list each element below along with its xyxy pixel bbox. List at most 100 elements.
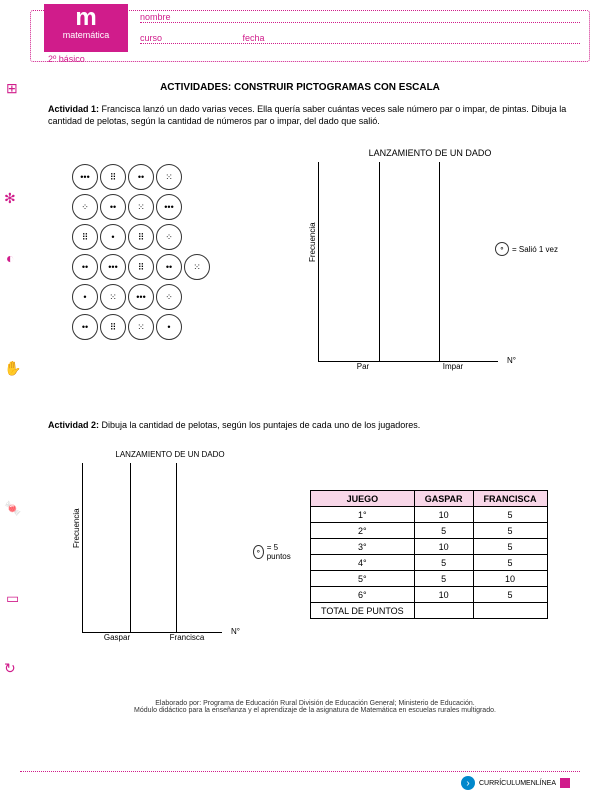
- doodle-icon: ✋: [4, 360, 21, 377]
- table-cell: 5: [473, 507, 547, 523]
- footer-divider: [20, 771, 580, 772]
- chart-2-title: LANZAMIENTO DE UN DADO: [60, 450, 280, 459]
- die-icon: ⁙: [128, 314, 154, 340]
- chart-1-title: LANZAMIENTO DE UN DADO: [300, 148, 560, 158]
- table-row: 5°510: [311, 571, 548, 587]
- die-icon: ⁙: [128, 194, 154, 220]
- die-icon: ⁘: [156, 284, 182, 310]
- pink-square-icon: [560, 778, 570, 788]
- die-icon: •••: [128, 284, 154, 310]
- die-icon: ⠿: [72, 224, 98, 250]
- die-icon: ••: [72, 254, 98, 280]
- table-cell: 4°: [311, 555, 415, 571]
- brand-letter: m: [44, 4, 128, 30]
- table-cell: 5°: [311, 571, 415, 587]
- die-icon: ••: [128, 164, 154, 190]
- activity-1: Actividad 1: Francisca lanzó un dado var…: [48, 104, 570, 127]
- table-total-row: TOTAL DE PUNTOS: [311, 603, 548, 619]
- table-cell: 10: [473, 571, 547, 587]
- doodle-icon: 🍬: [4, 500, 21, 517]
- chart-1-axes: Frecuencia ⚬ = Salió 1 vez N°: [318, 162, 498, 362]
- table-cell: 5: [414, 571, 473, 587]
- doodle-icon: ✻: [4, 190, 16, 207]
- total-francisca: [473, 603, 547, 619]
- header-fields: nombre curso fecha: [140, 12, 580, 54]
- brand-word: matemática: [44, 30, 128, 40]
- activity-1-label: Actividad 1:: [48, 104, 99, 114]
- dice-row: ••⠿⁙•: [72, 314, 212, 340]
- activity-2-label: Actividad 2:: [48, 420, 99, 430]
- table-cell: 5: [414, 555, 473, 571]
- dice-row: •••••⠿••⁙: [72, 254, 212, 280]
- die-icon: •••: [72, 164, 98, 190]
- col-gaspar: GASPAR: [414, 491, 473, 507]
- table-header-row: JUEGO GASPAR FRANCISCA: [311, 491, 548, 507]
- die-icon: •: [100, 224, 126, 250]
- fecha-label: fecha: [243, 33, 265, 43]
- nombre-label: nombre: [140, 12, 171, 22]
- score-table: JUEGO GASPAR FRANCISCA 1°1052°553°1054°5…: [310, 490, 548, 619]
- total-gaspar: [414, 603, 473, 619]
- die-icon: •: [72, 284, 98, 310]
- die-icon: •••: [100, 254, 126, 280]
- chart-1-legend: ⚬ = Salió 1 vez: [495, 242, 558, 256]
- doodle-icon: ↻: [4, 660, 16, 677]
- dice-row: ⁘••⁙•••: [72, 194, 212, 220]
- table-cell: 10: [414, 539, 473, 555]
- table-cell: 5: [473, 587, 547, 603]
- footer-line-2: Módulo didáctico para la enseñanza y el …: [60, 707, 570, 714]
- col-juego: JUEGO: [311, 491, 415, 507]
- arrow-icon: ›: [461, 776, 475, 790]
- die-icon: •: [156, 314, 182, 340]
- table-row: 2°55: [311, 523, 548, 539]
- table-cell: 3°: [311, 539, 415, 555]
- footer-logo-text: CURRÍCULUMENLÍNEA: [479, 780, 556, 787]
- page-title: ACTIVIDADES: CONSTRUIR PICTOGRAMAS CON E…: [0, 82, 600, 93]
- table-cell: 5: [473, 555, 547, 571]
- doodle-icon: ◐: [6, 250, 14, 266]
- chart-2-legend-text: = 5 puntos: [267, 543, 294, 561]
- dice-row: •⁙•••⁘: [72, 284, 212, 310]
- xlabel-par: Par: [318, 362, 408, 371]
- die-icon: ⁘: [72, 194, 98, 220]
- dice-row: ⠿•⠿⁘: [72, 224, 212, 250]
- activity-1-text: Francisca lanzó un dado varias veces. El…: [48, 104, 566, 126]
- total-label: TOTAL DE PUNTOS: [311, 603, 415, 619]
- die-icon: ⁙: [100, 284, 126, 310]
- xlabel-impar: Impar: [408, 362, 498, 371]
- table-row: 3°105: [311, 539, 548, 555]
- table-row: 4°55: [311, 555, 548, 571]
- curso-fecha-field[interactable]: curso fecha: [140, 33, 580, 44]
- die-icon: ⠿: [128, 224, 154, 250]
- table-row: 1°105: [311, 507, 548, 523]
- ball-icon: ⚬: [495, 242, 509, 256]
- brand-logo: m matemática: [44, 4, 128, 52]
- table-cell: 1°: [311, 507, 415, 523]
- nombre-field[interactable]: nombre: [140, 12, 580, 23]
- die-icon: ⁘: [156, 224, 182, 250]
- dice-grid: •••⠿••⁙⁘••⁙•••⠿•⠿⁘•••••⠿••⁙•⁙•••⁘••⠿⁙•: [72, 164, 212, 344]
- die-icon: ••: [72, 314, 98, 340]
- chart-1-xlabels: Par Impar: [318, 362, 498, 371]
- chart-2-xlabels: Gaspar Francisca: [82, 633, 222, 642]
- footer-line-1: Elaborado por: Programa de Educación Rur…: [60, 700, 570, 707]
- col-francisca: FRANCISCA: [473, 491, 547, 507]
- die-icon: ⠿: [100, 164, 126, 190]
- chart-2-nlabel: N°: [231, 627, 240, 636]
- xlabel-gaspar: Gaspar: [82, 633, 152, 642]
- table-cell: 2°: [311, 523, 415, 539]
- grade-label: 2º básico: [48, 54, 85, 64]
- chart-1-legend-text: = Salió 1 vez: [512, 245, 558, 254]
- die-icon: ••: [100, 194, 126, 220]
- dice-row: •••⠿••⁙: [72, 164, 212, 190]
- die-icon: ⁙: [184, 254, 210, 280]
- doodle-icon: ▭: [6, 590, 19, 607]
- xlabel-francisca: Francisca: [152, 633, 222, 642]
- chart-2-ylabel: Frecuencia: [72, 508, 81, 548]
- table-cell: 10: [414, 507, 473, 523]
- table-cell: 5: [414, 523, 473, 539]
- chart-1: LANZAMIENTO DE UN DADO Frecuencia ⚬ = Sa…: [300, 148, 560, 371]
- table-cell: 5: [473, 539, 547, 555]
- table-cell: 6°: [311, 587, 415, 603]
- die-icon: ••: [156, 254, 182, 280]
